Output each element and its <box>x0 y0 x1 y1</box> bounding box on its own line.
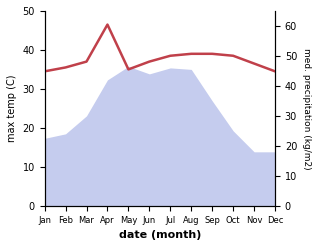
Y-axis label: med. precipitation (kg/m2): med. precipitation (kg/m2) <box>302 48 311 169</box>
X-axis label: date (month): date (month) <box>119 230 201 240</box>
Y-axis label: max temp (C): max temp (C) <box>7 75 17 142</box>
